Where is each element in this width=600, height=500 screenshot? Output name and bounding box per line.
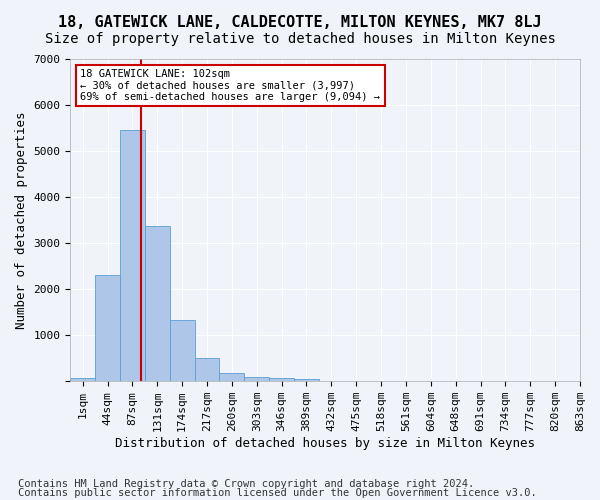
Bar bbox=[244, 378, 269, 381]
Bar bbox=[220, 373, 244, 381]
Text: Contains HM Land Registry data © Crown copyright and database right 2024.: Contains HM Land Registry data © Crown c… bbox=[18, 479, 474, 489]
Bar bbox=[170, 320, 194, 381]
Text: 18, GATEWICK LANE, CALDECOTTE, MILTON KEYNES, MK7 8LJ: 18, GATEWICK LANE, CALDECOTTE, MILTON KE… bbox=[58, 15, 542, 30]
X-axis label: Distribution of detached houses by size in Milton Keynes: Distribution of detached houses by size … bbox=[115, 437, 535, 450]
Bar bbox=[269, 378, 294, 381]
Bar bbox=[194, 358, 220, 381]
Text: 18 GATEWICK LANE: 102sqm
← 30% of detached houses are smaller (3,997)
69% of sem: 18 GATEWICK LANE: 102sqm ← 30% of detach… bbox=[80, 68, 380, 102]
Text: Contains public sector information licensed under the Open Government Licence v3: Contains public sector information licen… bbox=[18, 488, 537, 498]
Bar bbox=[95, 276, 120, 381]
Bar bbox=[70, 378, 95, 381]
Bar bbox=[145, 226, 170, 381]
Bar bbox=[120, 130, 145, 381]
Bar bbox=[294, 378, 319, 381]
Y-axis label: Number of detached properties: Number of detached properties bbox=[15, 112, 28, 329]
Text: Size of property relative to detached houses in Milton Keynes: Size of property relative to detached ho… bbox=[44, 32, 556, 46]
